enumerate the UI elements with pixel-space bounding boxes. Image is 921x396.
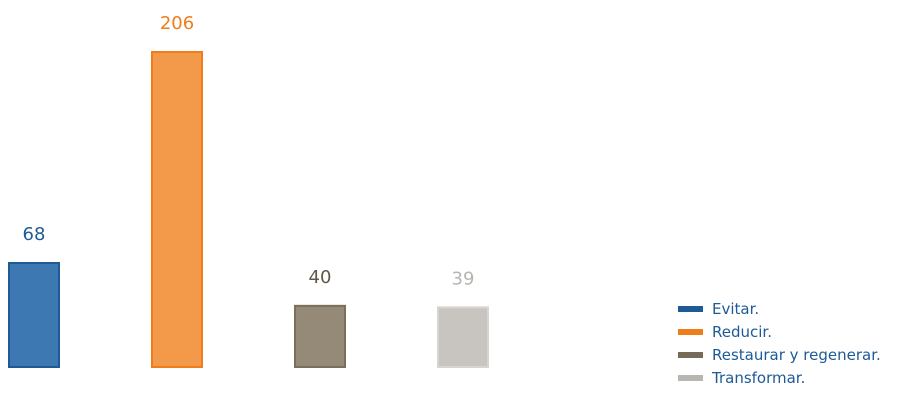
legend-item-transformar: Transformar. xyxy=(678,368,881,388)
legend-swatch-transformar xyxy=(678,375,703,381)
legend-label-evitar: Evitar. xyxy=(712,300,760,318)
legend-item-reducir: Reducir. xyxy=(678,322,881,342)
data-label-transformar: 39 xyxy=(452,268,475,289)
data-label-restaurar: 40 xyxy=(309,267,332,288)
legend-label-restaurar: Restaurar y regenerar. xyxy=(712,346,881,364)
bar-evitar xyxy=(8,262,60,368)
data-label-evitar: 68 xyxy=(23,224,46,245)
legend-label-transformar: Transformar. xyxy=(712,369,806,387)
bar-reducir xyxy=(151,51,203,368)
bar-restaurar xyxy=(294,304,346,369)
legend-item-restaurar: Restaurar y regenerar. xyxy=(678,345,881,365)
bar-transformar xyxy=(437,306,489,368)
legend-item-evitar: Evitar. xyxy=(678,299,881,319)
legend-swatch-restaurar xyxy=(678,352,703,358)
data-label-reducir: 206 xyxy=(160,13,194,34)
legend-swatch-reducir xyxy=(678,329,703,335)
chart-legend: Evitar. Reducir. Restaurar y regenerar. … xyxy=(678,299,881,388)
legend-label-reducir: Reducir. xyxy=(712,323,772,341)
legend-swatch-evitar xyxy=(678,306,703,312)
